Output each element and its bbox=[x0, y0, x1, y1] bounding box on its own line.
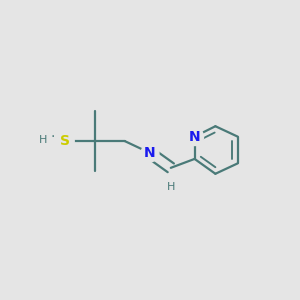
Circle shape bbox=[56, 132, 74, 150]
Text: H: H bbox=[167, 182, 175, 192]
Text: N: N bbox=[189, 130, 200, 144]
Text: ·: · bbox=[50, 130, 55, 144]
Text: H: H bbox=[39, 135, 47, 145]
Circle shape bbox=[141, 144, 159, 162]
Circle shape bbox=[186, 128, 203, 146]
Text: S: S bbox=[60, 134, 70, 148]
Text: N: N bbox=[144, 146, 156, 160]
